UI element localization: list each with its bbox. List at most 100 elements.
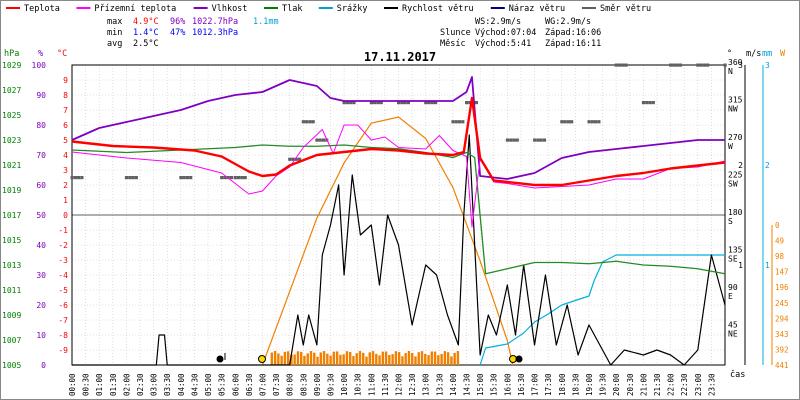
x-tick-label: 06:00: [231, 373, 240, 396]
solar-bar: [407, 351, 411, 365]
x-tick-label: 03:30: [163, 373, 172, 396]
solar-bar: [342, 354, 345, 365]
wind-direction-point: [570, 120, 574, 124]
pressure-tick: 1007: [2, 336, 21, 345]
humidity-tick: 50: [36, 211, 46, 220]
solar-bar: [358, 351, 362, 365]
solar-tick: 294: [775, 314, 789, 323]
direction-tick-deg: 90: [728, 283, 738, 292]
solar-bar: [391, 354, 394, 365]
solar-bar: [309, 351, 313, 365]
x-tick-label: 05:30: [218, 373, 227, 396]
stat-max-rain: 1.1mm: [253, 17, 279, 27]
solar-bar: [433, 351, 437, 365]
wind-direction-point: [696, 63, 700, 67]
pressure-tick: 1015: [2, 236, 21, 245]
solar-bar: [427, 355, 430, 365]
stat-wg: WG:2.9m/s: [545, 17, 591, 27]
wind-direction-point: [342, 101, 346, 105]
wind-direction-point: [454, 120, 458, 124]
humidity-tick: 10: [36, 331, 46, 340]
solar-bar: [365, 356, 368, 365]
wind-direction-point: [288, 157, 292, 161]
x-tick-label: 09:00: [313, 373, 322, 396]
temperature-tick: 3: [63, 166, 68, 175]
wind-direction-point: [461, 120, 465, 124]
solar-tick: 245: [775, 299, 789, 308]
x-tick-label: 19:30: [599, 373, 608, 396]
solar-bar: [404, 353, 407, 365]
stat-max-label: max: [107, 17, 122, 27]
wind-direction-point: [468, 101, 472, 105]
x-tick-label: 19:00: [585, 373, 594, 396]
direction-tick-dir: E: [728, 292, 733, 301]
x-tick-label: 06:30: [245, 373, 254, 396]
solar-bar: [394, 351, 398, 365]
wind-direction-point: [536, 138, 540, 142]
temperature-tick: -5: [58, 286, 68, 295]
wind-direction-point: [128, 176, 132, 180]
wind-direction-point: [512, 138, 516, 142]
solar-bar: [290, 354, 293, 365]
wind-direction-point: [349, 101, 353, 105]
series-pressure: [71, 144, 726, 275]
wind-direction-point: [648, 101, 652, 105]
x-tick-label: 23:30: [707, 373, 716, 396]
solar-bar: [388, 354, 391, 365]
solar-bar: [296, 351, 300, 365]
wind-direction-point: [624, 63, 628, 67]
direction-tick-dir: S: [728, 217, 733, 226]
direction-tick-dir: N: [728, 67, 733, 76]
temperature-tick: 0: [63, 211, 68, 220]
wind-direction-point: [223, 176, 227, 180]
solar-bar: [322, 351, 326, 365]
humidity-tick: 30: [36, 271, 46, 280]
wind-direction-point: [220, 176, 224, 180]
temperature-tick: -4: [58, 271, 68, 280]
temperature-tick: 4: [63, 151, 68, 160]
sun-rise: Východ:07:04: [475, 28, 536, 38]
wind-direction-point: [229, 176, 234, 180]
solar-bar: [378, 355, 381, 365]
wind-direction-point: [465, 101, 469, 105]
wind-direction-point: [651, 101, 655, 105]
solar-bar: [397, 352, 401, 365]
wind-direction-point: [189, 176, 193, 180]
pressure-tick: 1009: [2, 311, 21, 320]
direction-tick-deg: 315: [728, 96, 743, 105]
wind-direction-point: [560, 120, 564, 124]
moon-label: Měsíc: [440, 39, 466, 49]
humidity-tick: 70: [36, 151, 46, 160]
wind-direction-point: [430, 101, 434, 105]
wind-direction-point: [702, 63, 707, 67]
wind-direction-point: [614, 63, 618, 67]
x-tick-label: 20:00: [612, 373, 621, 396]
pressure-tick: 1023: [2, 136, 21, 145]
humidity-tick: 100: [32, 61, 47, 70]
solar-tick: 392: [775, 345, 789, 354]
rain-unit: mm: [762, 49, 772, 59]
stat-max-press: 1022.7hPa: [192, 17, 238, 27]
wind-direction-point: [318, 138, 322, 142]
sunrise-marker: [258, 355, 266, 363]
pressure-tick: 1027: [2, 86, 21, 95]
solar-tick: 49: [775, 237, 784, 246]
stat-max-temp: 4.9°C: [133, 17, 159, 27]
legend-label-6: Náraz větru: [509, 4, 565, 14]
x-tick-label: 12:30: [408, 373, 417, 396]
wind-tick: 2: [738, 161, 743, 170]
solar-bar: [430, 351, 434, 365]
humidity-tick: 40: [36, 241, 46, 250]
grid: [71, 64, 726, 366]
wind-direction-point: [311, 120, 315, 124]
solar-bar: [368, 352, 371, 365]
solar-bar: [443, 351, 447, 365]
wind-direction-point: [451, 120, 455, 124]
series-humidity: [71, 76, 725, 180]
direction-tick-deg: 270: [728, 133, 743, 142]
moonset-marker: [515, 355, 523, 363]
solar-bar: [371, 351, 375, 365]
wind-direction-point: [645, 101, 649, 105]
temperature-tick: 5: [63, 136, 68, 145]
